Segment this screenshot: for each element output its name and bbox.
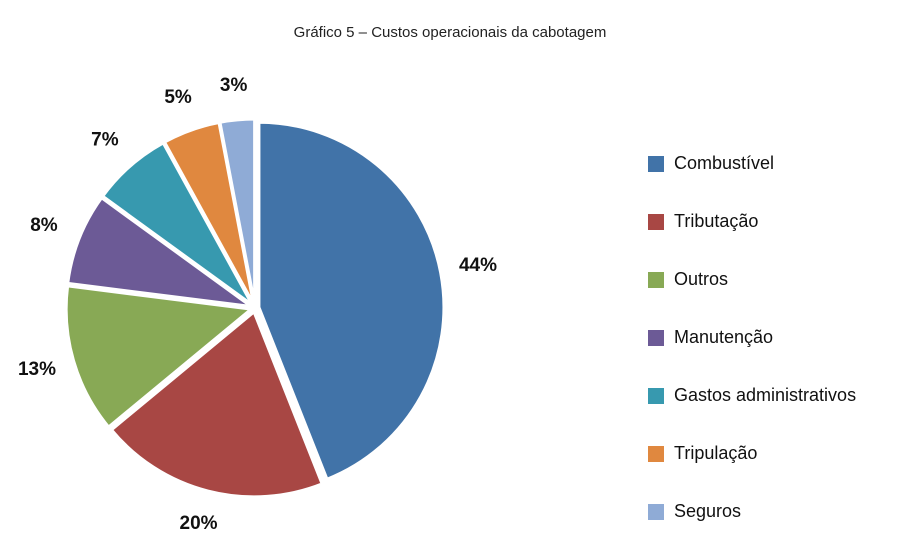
data-label: 7%	[91, 130, 119, 151]
pie-slice	[66, 195, 253, 309]
legend-swatch	[648, 214, 664, 230]
data-label: 8%	[30, 215, 58, 236]
pie-slice	[100, 140, 254, 307]
chart-title: Gráfico 5 – Custos operacionais da cabot…	[294, 24, 607, 41]
legend-label: Combustível	[674, 153, 774, 173]
pie-slice	[218, 117, 257, 305]
legend-swatch	[648, 446, 664, 462]
pie-slice	[64, 284, 255, 430]
pie-slice	[257, 120, 446, 482]
pie-slice	[109, 309, 325, 499]
legend-label: Tributação	[674, 211, 758, 231]
legend-label: Tripulação	[674, 443, 757, 463]
legend-swatch	[648, 272, 664, 288]
legend-swatch	[648, 388, 664, 404]
data-label: 13%	[18, 359, 56, 380]
data-label: 5%	[164, 87, 192, 108]
legend-swatch	[648, 504, 664, 520]
data-label: 3%	[220, 75, 248, 96]
legend-label: Outros	[674, 269, 728, 289]
data-label: 20%	[180, 513, 218, 534]
data-label: 44%	[459, 255, 497, 276]
legend-swatch	[648, 330, 664, 346]
legend-label: Gastos administrativos	[674, 385, 856, 405]
legend-label: Seguros	[674, 501, 741, 521]
legend-swatch	[648, 156, 664, 172]
legend-label: Manutenção	[674, 327, 773, 347]
